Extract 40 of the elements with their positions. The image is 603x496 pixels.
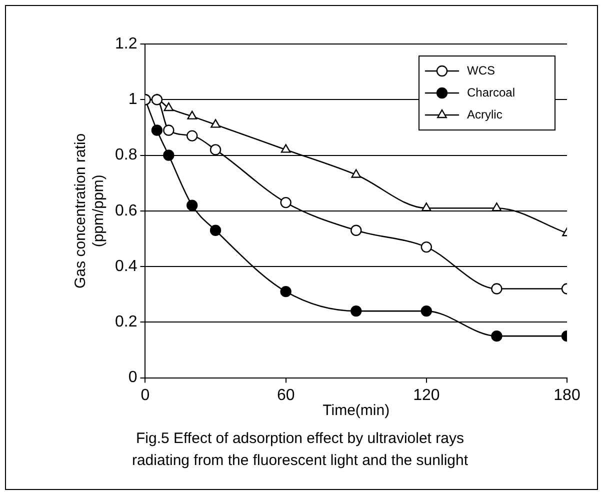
point (350, 224, 362, 236)
point (350, 305, 362, 317)
x-tick-label: 60 (276, 386, 295, 404)
point (420, 241, 432, 253)
y-tick-label: 1.2 (114, 35, 138, 52)
point (186, 200, 198, 211)
point (492, 202, 502, 212)
point (210, 144, 222, 156)
y-tick-label: 1 (128, 91, 138, 108)
point (280, 144, 291, 153)
legend-label: Acrylic (467, 107, 502, 122)
y-tick-label: 0.4 (114, 258, 138, 275)
point (186, 130, 198, 142)
point (210, 224, 222, 236)
point (491, 330, 502, 342)
point (421, 202, 432, 212)
y-tick-label: 0.6 (114, 202, 138, 220)
point (280, 196, 292, 208)
legend-label: WCS (467, 63, 495, 78)
y-tick-label: 0 (128, 369, 138, 386)
point (351, 169, 362, 178)
x-axis-title: Time(min) (322, 402, 390, 420)
point (420, 305, 432, 317)
caption: Fig.5 Effect of adsorption effect by ultraviolet rays radiating from the fluorescent light and the sunlight (130, 429, 470, 471)
legend-label: Charcoal (467, 85, 516, 100)
y-tick-label: 0.2 (114, 314, 138, 331)
point (491, 283, 502, 294)
point (210, 119, 220, 128)
point (163, 124, 174, 136)
point (151, 94, 163, 106)
point (280, 286, 292, 298)
x-tick-label: 120 (413, 386, 440, 404)
point (164, 102, 174, 112)
y-tick-label: 0.8 (114, 146, 138, 164)
point (151, 124, 163, 136)
y-axis-title: Gas concentration ratio (ppm/ppm) (72, 133, 108, 288)
x-tick-label: 180 (554, 386, 580, 404)
x-tick-label: 0 (140, 386, 150, 404)
point (187, 110, 198, 120)
point (163, 150, 174, 161)
